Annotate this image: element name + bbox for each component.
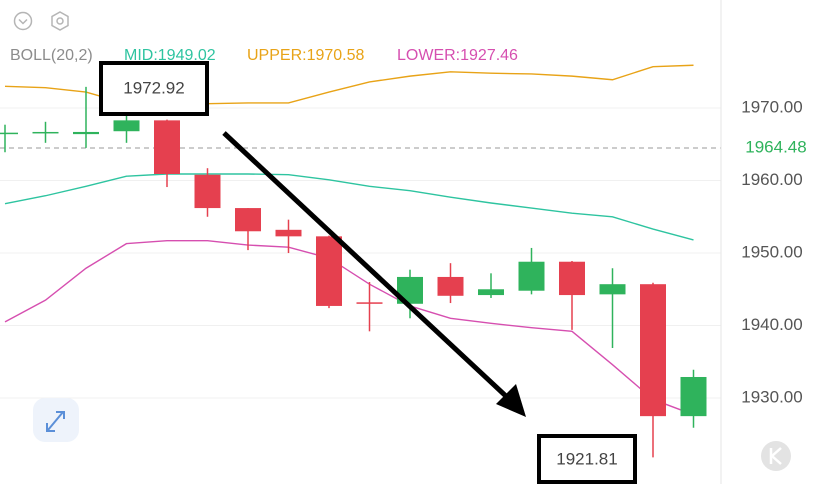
legend-entry: BOLL(20,2) xyxy=(10,47,93,64)
annotation-box xyxy=(99,61,209,116)
annotation-box xyxy=(537,434,637,484)
legend: BOLL(20,2) MID:1949.02 UPPER:1970.58 LOWER:… xyxy=(10,47,518,64)
y-tick-label: 1960.00 xyxy=(741,170,802,189)
k-button[interactable] xyxy=(761,441,791,471)
arrow-head xyxy=(496,384,526,417)
last-price-box xyxy=(724,135,829,162)
candle-body xyxy=(275,229,302,237)
legend-entry: MID:1949.02 xyxy=(124,47,216,64)
y-tick-label: 1940.00 xyxy=(741,315,802,334)
candle-body xyxy=(356,302,383,304)
y-tick-label: 1950.00 xyxy=(741,243,802,262)
legend-entry: UPPER:1970.58 xyxy=(247,47,365,64)
candle-body xyxy=(73,131,99,135)
candle-body xyxy=(235,208,261,232)
settings-icon[interactable] xyxy=(51,11,69,31)
candle-body xyxy=(113,120,140,132)
expand-button[interactable] xyxy=(33,398,79,442)
legend-entry: LOWER:1927.46 xyxy=(397,47,518,64)
y-axis: 1930.00 1940.00 1950.00 1960.00 1970.00 1964.… xyxy=(724,98,829,407)
candle-body xyxy=(194,174,221,209)
y-tick-label: 1930.00 xyxy=(741,388,802,407)
annotation-text: 1972.92 xyxy=(123,78,184,97)
candle-body xyxy=(518,261,545,291)
candle-body xyxy=(0,132,18,135)
candle-body xyxy=(559,261,585,296)
candle-body xyxy=(316,236,342,306)
candle-body xyxy=(640,284,666,417)
arrow xyxy=(222,131,510,400)
candle-body xyxy=(599,284,626,295)
collapse-icon[interactable] xyxy=(13,11,33,31)
bollinger-line xyxy=(4,173,694,241)
overlays xyxy=(4,64,694,416)
bollinger-line xyxy=(4,239,694,416)
candle-body xyxy=(437,276,464,296)
candles xyxy=(0,86,707,458)
grid xyxy=(0,107,721,399)
y-tick-label: 1970.00 xyxy=(741,98,802,117)
candle-body xyxy=(32,131,59,134)
candle-body xyxy=(478,289,504,296)
candle-body xyxy=(680,376,707,417)
candle-body xyxy=(154,120,180,174)
last-price-label: 1964.48 xyxy=(745,138,806,157)
annotation-text: 1921.81 xyxy=(556,449,617,468)
